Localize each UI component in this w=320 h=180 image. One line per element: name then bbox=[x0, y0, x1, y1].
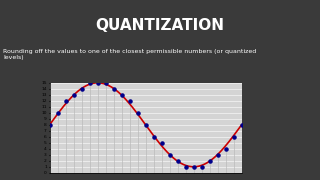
Point bbox=[127, 99, 132, 102]
Point bbox=[183, 165, 188, 168]
Point bbox=[199, 165, 204, 168]
Point bbox=[151, 135, 156, 138]
Text: Rounding off the values to one of the closest permissible numbers (or quantized
: Rounding off the values to one of the cl… bbox=[3, 49, 256, 60]
Point bbox=[111, 87, 116, 90]
Point bbox=[47, 123, 52, 126]
Point bbox=[55, 111, 60, 114]
Point bbox=[215, 153, 220, 156]
Point bbox=[79, 87, 84, 90]
Point bbox=[231, 135, 236, 138]
Point bbox=[95, 81, 100, 84]
Point bbox=[119, 93, 124, 96]
Point bbox=[103, 81, 108, 84]
Point bbox=[63, 99, 68, 102]
Point bbox=[167, 153, 172, 156]
Point bbox=[159, 141, 164, 144]
Point bbox=[191, 165, 196, 168]
Point bbox=[175, 159, 180, 162]
Point bbox=[239, 123, 244, 126]
Point bbox=[223, 147, 228, 150]
Text: QUANTIZATION: QUANTIZATION bbox=[95, 18, 225, 33]
Point bbox=[143, 123, 148, 126]
Point bbox=[87, 81, 92, 84]
Point bbox=[71, 93, 76, 96]
Point bbox=[135, 111, 140, 114]
Point bbox=[207, 159, 212, 162]
